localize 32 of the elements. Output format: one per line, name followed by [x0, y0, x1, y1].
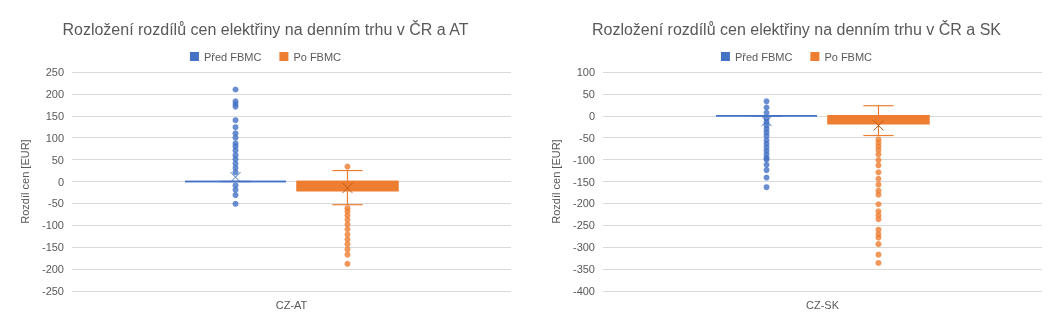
y-tick-label: -100 [572, 153, 595, 166]
legend-label: Po FBMC [293, 50, 342, 63]
y-tick-label: 100 [45, 131, 64, 144]
y-axis-title: Rozdíl cen [EUR] [549, 139, 562, 224]
y-tick-label: -150 [41, 241, 64, 254]
legend-label: Před FBMC [203, 50, 262, 63]
y-tick-label: -150 [572, 175, 595, 188]
y-tick-label: 200 [45, 87, 64, 100]
y-tick-label: 0 [588, 109, 595, 122]
y-tick-label: -50 [579, 131, 595, 144]
y-tick-label: 150 [45, 109, 64, 122]
x-tick-label: CZ-AT [275, 298, 308, 311]
y-tick-label: -100 [41, 219, 64, 232]
y-tick-label: -250 [572, 219, 595, 232]
y-tick-label: -350 [572, 263, 595, 276]
y-axis-title: Rozdíl cen [EUR] [18, 139, 31, 224]
y-tick-label: 50 [51, 153, 64, 166]
legend-label: Před FBMC [734, 50, 793, 63]
y-tick-label: 0 [57, 175, 64, 188]
chart-title: Rozložení rozdílů cen elektřiny na denním trhu v ČR a SK [591, 19, 1002, 38]
y-tick-label: -50 [48, 197, 64, 210]
y-tick-label: -200 [572, 197, 595, 210]
y-tick-label: 250 [45, 66, 64, 78]
y-tick-label: -300 [572, 241, 595, 254]
y-tick-label: 100 [576, 66, 595, 78]
y-tick-label: -400 [572, 285, 595, 297]
chart-title: Rozložení rozdílů cen elektřiny na denním trhu v ČR a AT [62, 19, 469, 38]
x-tick-label: CZ-SK [806, 298, 840, 311]
y-tick-label: 50 [582, 87, 595, 100]
y-tick-label: -200 [41, 263, 64, 276]
legend-label: Po FBMC [824, 50, 873, 63]
y-tick-label: -250 [41, 285, 64, 297]
